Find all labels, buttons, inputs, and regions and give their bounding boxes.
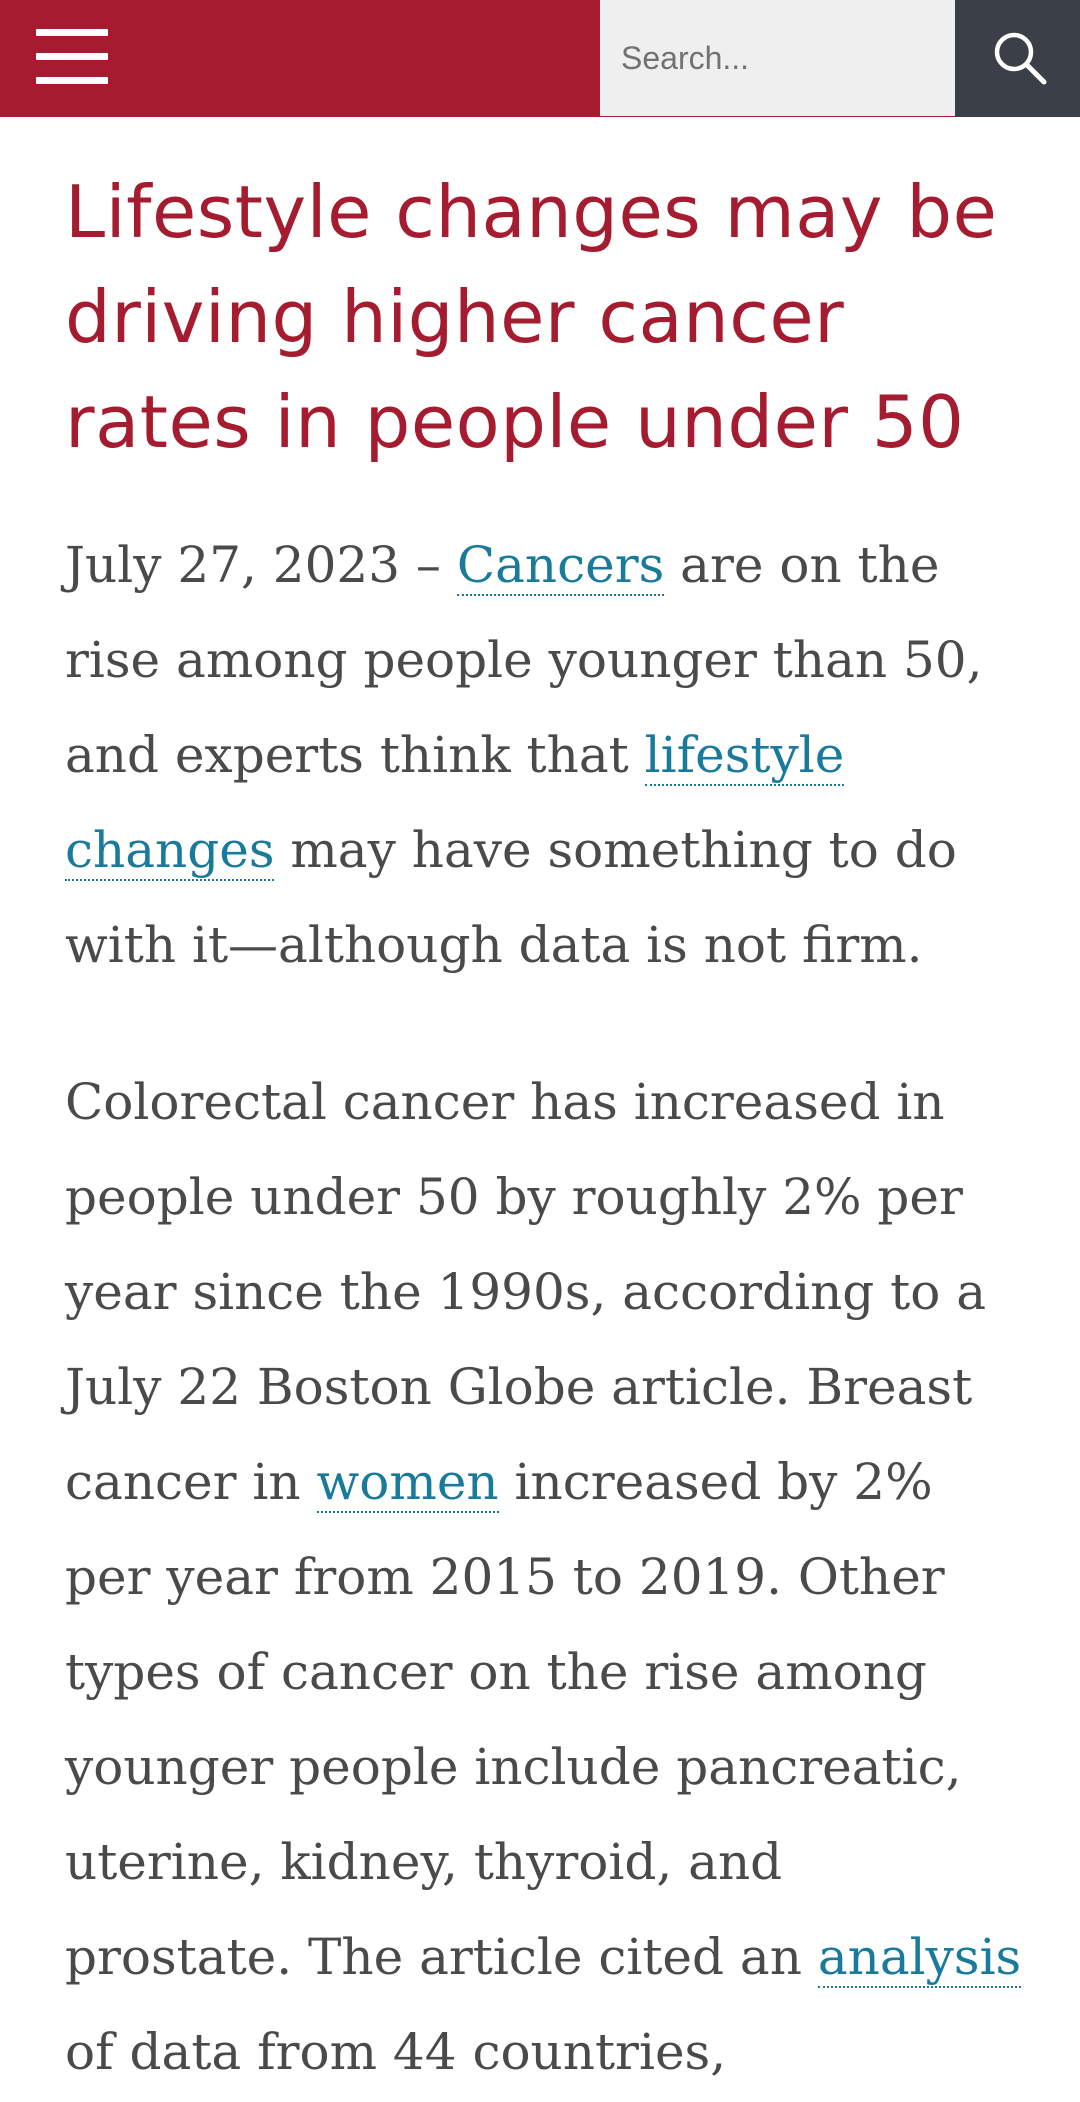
article-title: Lifestyle changes may be driving higher … (65, 170, 998, 464)
hamburger-menu-icon[interactable] (36, 29, 108, 85)
link-cancers[interactable]: Cancers (456, 536, 665, 596)
article-date: July 27, 2023 – (65, 536, 457, 594)
paragraph-text: may have something to do with it—althoug… (65, 821, 957, 974)
article-paragraph-2: Colorectal cancer has increased in peopl… (65, 1055, 1025, 2100)
link-analysis[interactable]: analysis (817, 1928, 1022, 1988)
search-input[interactable] (600, 0, 955, 116)
paragraph-text: are on the rise among people younger tha… (65, 536, 983, 784)
link-lifestyle-changes[interactable]: lifestyle changes (65, 726, 845, 881)
link-women[interactable]: women (316, 1453, 499, 1513)
search-box (600, 0, 955, 117)
article-paragraph-1: July 27, 2023 – Cancers are on the rise … (65, 518, 1025, 993)
paragraph-text: Colorectal cancer has increased in peopl… (65, 1073, 987, 1511)
article-content: Lifestyle changes may be driving higher … (65, 160, 1025, 2100)
magnifier-icon (994, 32, 1047, 85)
top-navigation-bar (0, 0, 1080, 117)
paragraph-text: of data from 44 countries, (65, 2023, 727, 2081)
search-button[interactable] (955, 0, 1080, 117)
paragraph-text: increased by 2% per year from 2015 to 20… (65, 1453, 962, 1986)
